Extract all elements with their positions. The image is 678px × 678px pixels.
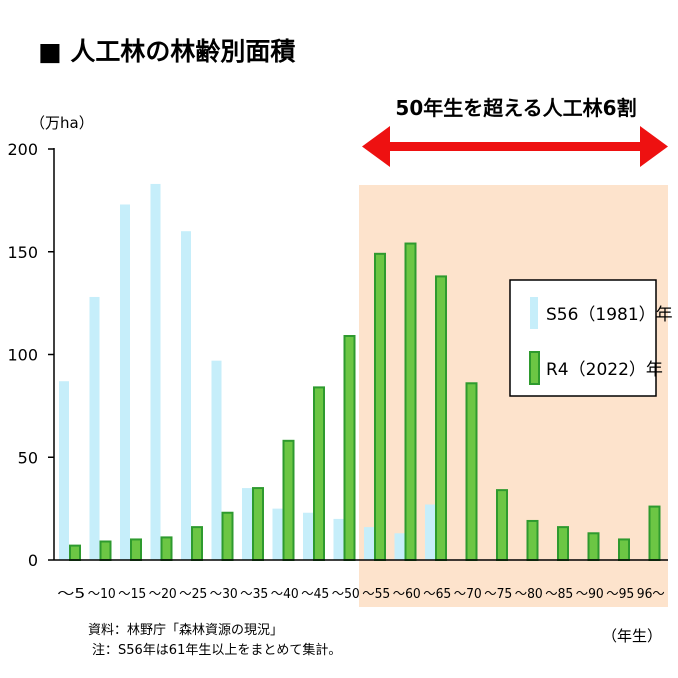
x-tick-label: ～25 [179,587,207,602]
x-axis-label: （年生） [602,627,662,645]
y-tick-label: 150 [7,243,38,262]
bar-r4 [160,536,173,562]
bar-r4 [374,252,386,561]
x-tick-label: ～90 [576,587,604,602]
x-tick-label: ～75 [484,587,512,602]
bar-r4 [465,382,478,561]
bar-s56 [89,296,100,560]
bar-s56 [150,183,161,560]
x-tick-label: ～65 [423,587,451,602]
arrow-head-right [640,126,668,167]
y-axis-label: （万ha） [30,114,94,132]
x-tick-label: ～10 [88,587,116,602]
y-tick-label: 200 [7,140,38,159]
bar-s56 [425,504,435,560]
y-tick-label: 0 [28,551,38,570]
bar-s56 [181,231,191,560]
bar-r4 [99,540,112,562]
x-tick-label: ～35 [240,587,268,602]
bar-r4 [557,526,569,561]
y-tick-label: 50 [18,448,38,467]
bar-r4 [435,275,447,561]
bar-r4 [252,487,264,562]
x-tick-label: ～30 [210,587,238,602]
bar-r4 [343,335,356,561]
bar-s56 [333,518,344,560]
x-tick-label: ～95 [606,587,634,602]
bar-r4 [130,538,142,562]
bar-r4 [69,544,81,561]
bar-r4 [313,386,325,561]
bar-r4 [404,242,417,561]
legend-swatch-r4 [529,351,540,385]
bar-s56 [272,508,283,560]
bar-s56 [364,527,374,560]
bar-r4 [191,526,203,561]
x-tick-label: ～45 [301,587,329,602]
x-tick-label: ～15 [118,587,146,602]
bar-r4 [282,439,295,561]
x-tick-label: ～80 [515,587,543,602]
bar-s56 [120,204,130,561]
legend-label-s56: S56（1981）年 [546,305,673,325]
bar-r4 [526,519,539,562]
bar-s56 [211,360,222,560]
bar-s56 [303,512,313,560]
annotation-label: 50年生を超える人工林6割 [395,96,636,120]
x-tick-label: 96～ [637,587,665,602]
x-tick-label: ～50 [332,587,360,602]
source-note: 資料：林野庁「森林資源の現況」 [88,623,283,638]
x-tick-label: ～40 [271,587,299,602]
bar-s56 [59,381,69,560]
bar-r4 [496,489,508,562]
bar-r4 [618,538,630,562]
bar-s56 [394,533,405,560]
chart-title: ■ 人工林の林齢別面積 [38,37,295,66]
legend-swatch-s56 [530,297,538,329]
bar-r4 [648,505,661,562]
x-tick-label: ～5 [57,587,85,602]
y-tick-label: 100 [7,346,38,365]
footnote: 注：S56年は61年生以上をまとめて集計。 [92,642,341,658]
bar-s56 [242,488,252,560]
arrow-head-left [362,126,390,167]
x-tick-label: ～20 [149,587,177,602]
x-tick-label: ～55 [362,587,390,602]
arrow-shaft [385,142,647,151]
x-tick-label: ～70 [454,587,482,602]
legend-label-r4: R4（2022）年 [546,360,663,380]
bar-r4 [587,532,600,561]
x-tick-label: ～60 [393,587,421,602]
bar-r4 [221,511,234,561]
x-tick-label: ～85 [545,587,573,602]
legend: S56（1981）年 R4（2022）年 [509,279,673,397]
